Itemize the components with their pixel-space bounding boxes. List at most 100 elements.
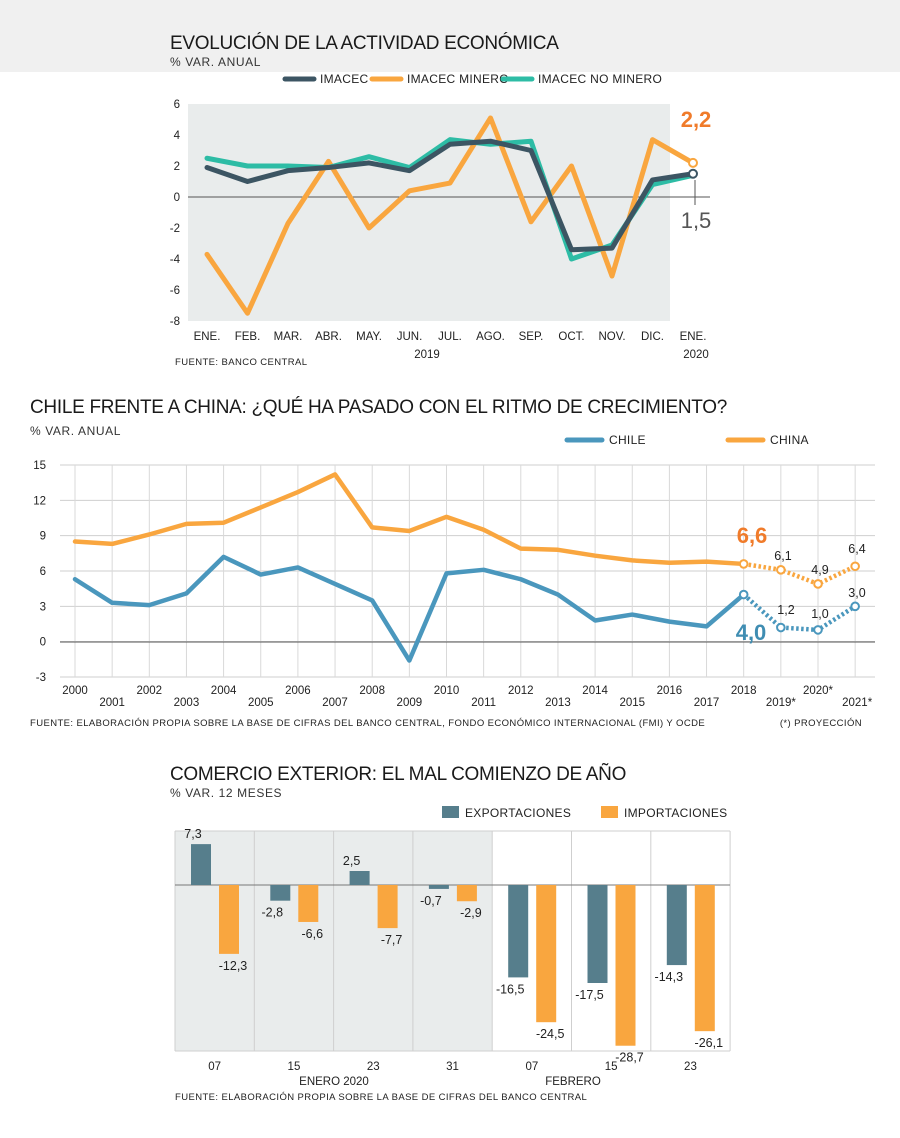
chart3-bar-1-4 [536, 885, 557, 1023]
chart1-legend-minero: IMACEC MINERO [407, 72, 509, 86]
chart1-xtick-2: MAR. [274, 331, 303, 343]
chart2-line-1 [72, 472, 746, 567]
label-china-2018: 6,6 [737, 523, 768, 548]
chart3-bar-0-5 [587, 885, 608, 983]
chart2-point-1-19 [776, 565, 786, 575]
chart3-label-0-5: -17,5 [575, 988, 604, 1002]
chart2-title: CHILE FRENTE A CHINA: ¿QUÉ HA PASADO CON… [30, 397, 727, 418]
chart1-xtick-11: DIC. [641, 331, 664, 343]
chart1-ytick-1: 4 [174, 130, 181, 142]
chart3-legend: EXPORTACIONES IMPORTACIONES [442, 806, 727, 820]
chart2-xtick-15: 2015 [619, 697, 645, 709]
chart1-year-2020: 2020 [683, 349, 709, 361]
chart1-xtick-10: NOV. [598, 331, 625, 343]
chart2-xtick-13: 2013 [545, 697, 571, 709]
chart1-xtick-4: MAY. [356, 331, 382, 343]
chart-actividad: EVOLUCIÓN DE LA ACTIVIDAD ECONÓMICA % VA… [170, 32, 712, 368]
chart2-xtick-7: 2007 [322, 697, 348, 709]
chart3-label-0-4: -16,5 [496, 982, 525, 996]
chart1-ytick-7: -8 [170, 316, 180, 328]
chart3-xtick-5: 15 [605, 1061, 618, 1073]
chart1-xtick-3: ABR. [315, 331, 342, 343]
chart2-xtick-14: 2014 [582, 685, 608, 697]
chart2-xtick-12: 2012 [508, 685, 534, 697]
chart1-xtick-5: JUN. [397, 331, 423, 343]
chart1-callout-imacec: 1,5 [681, 208, 712, 233]
chart1-ytick-5: -4 [170, 254, 181, 266]
chart-chile-china: CHILE FRENTE A CHINA: ¿QUÉ HA PASADO CON… [30, 397, 875, 729]
chart3-label-0-3: -0,7 [420, 894, 442, 908]
chart2-xtick-9: 2009 [397, 697, 423, 709]
chart3-group-febrero: FEBRERO [545, 1076, 601, 1088]
chart1-legend-no-minero: IMACEC NO MINERO [538, 72, 662, 86]
chart1-xtick-0: ENE. [194, 331, 221, 343]
chart3-label-1-2: -7,7 [381, 933, 403, 947]
label-china-2019: 6,1 [774, 549, 791, 563]
chart3-bar-1-2 [377, 885, 398, 929]
label-china-2020: 4,9 [811, 563, 828, 577]
chart1-series [204, 115, 698, 316]
chart3-bar-1-0 [219, 885, 239, 954]
chart3-source: FUENTE: ELABORACIÓN PROPIA SOBRE LA BASE… [175, 1092, 587, 1103]
chart1-ytick-0: 6 [174, 99, 180, 111]
chart2-xtick-18: 2018 [731, 685, 757, 697]
chart3-label-1-0: -12,3 [219, 959, 248, 973]
chart2-xtick-0: 2000 [62, 685, 88, 697]
chart3-label-0-1: -2,8 [262, 906, 284, 920]
header-band [0, 0, 900, 72]
chart3-bars: 7,3 -12,3 -2,8 -6,6 2,5 -7,7 -0,7 -2,9 -16,5 -24,… [184, 827, 723, 1065]
chart1-title: EVOLUCIÓN DE LA ACTIVIDAD ECONÓMICA [170, 32, 559, 54]
chart3-bar-0-1 [270, 885, 291, 901]
chart1-subtitle: % VAR. ANUAL [170, 55, 261, 69]
chart2-legend-chile: CHILE [609, 433, 646, 447]
chart2-xtick-6: 2006 [285, 685, 311, 697]
chart2-point-1-21 [850, 561, 860, 572]
chart1-ytick-6: -6 [170, 285, 180, 297]
chart2-xtick-8: 2008 [359, 685, 385, 697]
chart1-xtick-6: JUL. [438, 331, 462, 343]
chart2-xtick-19: 2019* [766, 697, 797, 709]
label-chile-2019: 1,2 [777, 603, 794, 617]
chart2-point-1-20 [813, 579, 823, 589]
chart2-subtitle: % VAR. ANUAL [30, 424, 121, 438]
chart2-xtick-17: 2017 [694, 697, 720, 709]
chart2-xtick-3: 2003 [174, 697, 200, 709]
label-chile-2018: 4,0 [736, 620, 767, 645]
chart3-xtick-2: 23 [367, 1061, 380, 1073]
chart2-data-labels: 6,6 6,1 4,9 6,4 4,0 1,2 1,0 3,0 [736, 523, 866, 645]
chart3-xtick-6: 23 [684, 1061, 697, 1073]
chart2-series [72, 472, 860, 663]
chart2-ytick-2: 9 [40, 531, 46, 543]
chart1-source: FUENTE: BANCO CENTRAL [175, 357, 307, 368]
chart3-label-0-6: -14,3 [655, 970, 684, 984]
chart2-xtick-4: 2004 [211, 685, 237, 697]
chart1-year-2019: 2019 [414, 349, 440, 361]
chart3-label-1-5: -28,7 [615, 1051, 644, 1065]
chart1-callout-minero: 2,2 [681, 107, 712, 132]
chart3-bar-0-0 [191, 844, 211, 885]
chart3-label-0-0: 7,3 [184, 827, 201, 841]
label-chile-2021: 3,0 [848, 586, 865, 600]
chart-comercio: COMERCIO EXTERIOR: EL MAL COMIENZO DE AÑ… [170, 763, 731, 1103]
chart2-ytick-6: -3 [36, 672, 46, 684]
chart2-xtick-10: 2010 [434, 685, 460, 697]
chart3-bar-1-5 [615, 885, 636, 1046]
chart2-note: (*) PROYECCIÓN [780, 718, 862, 729]
chart2-legend-china: CHINA [770, 433, 809, 447]
chart1-xtick-12: ENE. [680, 331, 707, 343]
chart2-point-0-21 [850, 601, 860, 612]
chart1-line-0 [204, 138, 696, 253]
chart1-xtick-9: OCT. [558, 331, 584, 343]
chart3-legend-exportaciones: EXPORTACIONES [465, 806, 571, 820]
chart1-line-1 [204, 115, 696, 316]
chart2-ytick-0: 15 [33, 460, 46, 472]
chart1-ytick-4: -2 [170, 223, 180, 235]
chart1-xtick-1: FEB. [235, 331, 261, 343]
chart2-legend: CHILE CHINA [564, 433, 809, 447]
chart2-xtick-11: 2011 [471, 697, 496, 709]
chart2-xtick-1: 2001 [99, 697, 125, 709]
chart3-label-1-6: -26,1 [695, 1036, 724, 1050]
chart2-point-0-18 [738, 589, 749, 600]
chart3-x-axis: 07 15 23 31 07 15 23 [208, 1061, 697, 1073]
